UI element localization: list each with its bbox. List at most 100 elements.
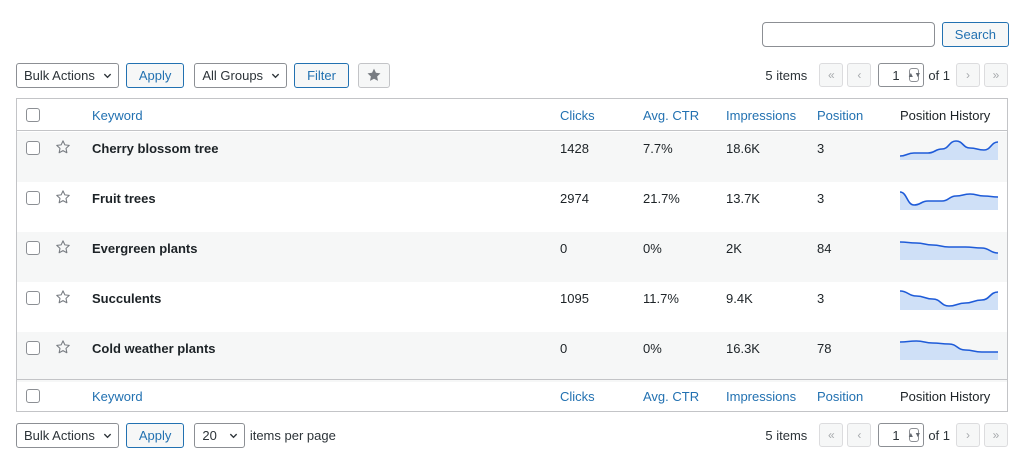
keyword-cell: Cold weather plants (92, 341, 216, 356)
sparkline-line (900, 191, 998, 206)
sparkline-line (900, 140, 998, 157)
position-history-sparkline (900, 241, 998, 260)
last-page-button[interactable]: » (984, 63, 1008, 87)
row-checkbox[interactable] (26, 241, 40, 255)
star-icon[interactable] (55, 239, 71, 255)
spinner-icon: ▲▼ (907, 428, 921, 442)
star-icon[interactable] (55, 339, 71, 355)
column-keyword[interactable]: Keyword (92, 389, 143, 404)
star-icon[interactable] (55, 289, 71, 305)
select-all-checkbox-footer[interactable] (26, 389, 40, 403)
position-history-sparkline (900, 140, 998, 160)
total-pages: of 1 (928, 427, 950, 443)
bulk-actions-label: Bulk Actions (24, 67, 95, 83)
keyword-cell: Evergreen plants (92, 241, 198, 256)
impressions-cell: 13.7K (726, 191, 760, 206)
current-page-value: 1 (892, 427, 900, 443)
position-cell: 78 (817, 341, 832, 356)
groups-label: All Groups (202, 67, 264, 83)
prev-page-button[interactable]: ‹ (847, 423, 872, 447)
star-icon[interactable] (55, 139, 71, 155)
clicks-cell: 2974 (560, 191, 589, 206)
keyword-cell: Succulents (92, 291, 162, 306)
row-checkbox[interactable] (26, 291, 40, 305)
chevron-down-icon (103, 73, 111, 78)
next-page-button[interactable]: › (956, 63, 980, 87)
keyword-cell: Cherry blossom tree (92, 141, 219, 156)
chevron-down-icon (271, 73, 280, 78)
row-checkbox[interactable] (26, 191, 40, 205)
position-cell: 3 (817, 191, 825, 206)
groups-select[interactable]: All Groups (194, 62, 288, 88)
position-cell: 84 (817, 241, 832, 256)
column-clicks[interactable]: Clicks (560, 108, 595, 123)
star-icon[interactable] (55, 189, 71, 205)
total-pages: of 1 (928, 67, 950, 83)
position-cell: 3 (817, 291, 825, 306)
first-page-button[interactable]: « (819, 423, 844, 447)
column-position[interactable]: Position (817, 389, 864, 404)
table-row: Cherry blossom tree 1428 7.7% 18.6K 3 (17, 132, 1007, 182)
column-impressions[interactable]: Impressions (726, 389, 797, 404)
prev-page-button[interactable]: ‹ (847, 63, 872, 87)
search-input[interactable] (761, 22, 935, 47)
sparkline-line (900, 340, 998, 353)
next-page-button[interactable]: › (956, 423, 980, 447)
column-clicks[interactable]: Clicks (560, 389, 595, 404)
ctr-cell: 0% (643, 241, 662, 256)
search-button[interactable]: Search (941, 22, 1009, 47)
column-impressions[interactable]: Impressions (726, 108, 797, 123)
filter-button[interactable]: Filter (294, 62, 349, 88)
bottom-toolbar: Bulk Actions Apply 20 items per page 5 i… (16, 422, 1008, 448)
per-page-value: 20 (202, 427, 217, 443)
favorites-filter-button[interactable] (357, 62, 390, 88)
ctr-cell: 21.7% (643, 191, 680, 206)
column-ctr[interactable]: Avg. CTR (643, 389, 700, 404)
per-page-select[interactable]: 20 (194, 422, 245, 448)
sparkline-area (900, 242, 998, 260)
keyword-cell: Fruit trees (92, 191, 156, 206)
column-position-history: Position History (900, 389, 991, 404)
per-page-label: items per page (249, 427, 336, 443)
column-position[interactable]: Position (817, 108, 864, 123)
position-history-sparkline (900, 340, 998, 360)
keywords-table: Keyword Clicks Avg. CTR Impressions Posi… (16, 98, 1008, 412)
impressions-cell: 9.4K (726, 291, 753, 306)
bulk-actions-select-bottom[interactable]: Bulk Actions (16, 422, 119, 448)
table-row: Succulents 1095 11.7% 9.4K 3 (17, 282, 1007, 332)
sparkline-area (900, 141, 998, 160)
impressions-cell: 2K (726, 241, 742, 256)
current-page-input[interactable]: 1 ▲▼ (878, 63, 925, 87)
sparkline-area (900, 291, 998, 310)
row-checkbox[interactable] (26, 341, 40, 355)
position-cell: 3 (817, 141, 825, 156)
bulk-actions-select[interactable]: Bulk Actions (16, 62, 119, 88)
position-history-sparkline (900, 191, 998, 210)
select-all-checkbox[interactable] (26, 108, 40, 122)
sparkline-line (900, 290, 998, 307)
ctr-cell: 11.7% (643, 291, 679, 306)
column-keyword[interactable]: Keyword (92, 108, 143, 123)
row-checkbox[interactable] (26, 141, 40, 155)
column-ctr[interactable]: Avg. CTR (643, 108, 700, 123)
search-box: Search (761, 22, 1009, 47)
column-position-history: Position History (900, 108, 991, 123)
apply-button-bottom[interactable]: Apply (125, 422, 185, 448)
items-count: 5 items (765, 67, 808, 83)
clicks-cell: 1428 (560, 141, 589, 156)
first-page-button[interactable]: « (819, 63, 844, 87)
table-header: Keyword Clicks Avg. CTR Impressions Posi… (17, 99, 1007, 131)
last-page-button[interactable]: » (984, 423, 1008, 447)
table-footer: Keyword Clicks Avg. CTR Impressions Posi… (17, 379, 1007, 411)
star-icon (367, 68, 381, 81)
pagination-top: 5 items « ‹ 1 ▲▼ of 1 › » (765, 63, 1008, 87)
clicks-cell: 0 (560, 241, 568, 256)
apply-button[interactable]: Apply (125, 62, 185, 88)
ctr-cell: 0% (643, 341, 662, 356)
items-count: 5 items (765, 427, 808, 443)
chevron-down-icon (229, 433, 237, 438)
clicks-cell: 1095 (560, 291, 589, 306)
table-row: Evergreen plants 0 0% 2K 84 (17, 232, 1007, 282)
current-page-input[interactable]: 1 ▲▼ (878, 423, 925, 447)
sparkline-area (900, 341, 998, 360)
